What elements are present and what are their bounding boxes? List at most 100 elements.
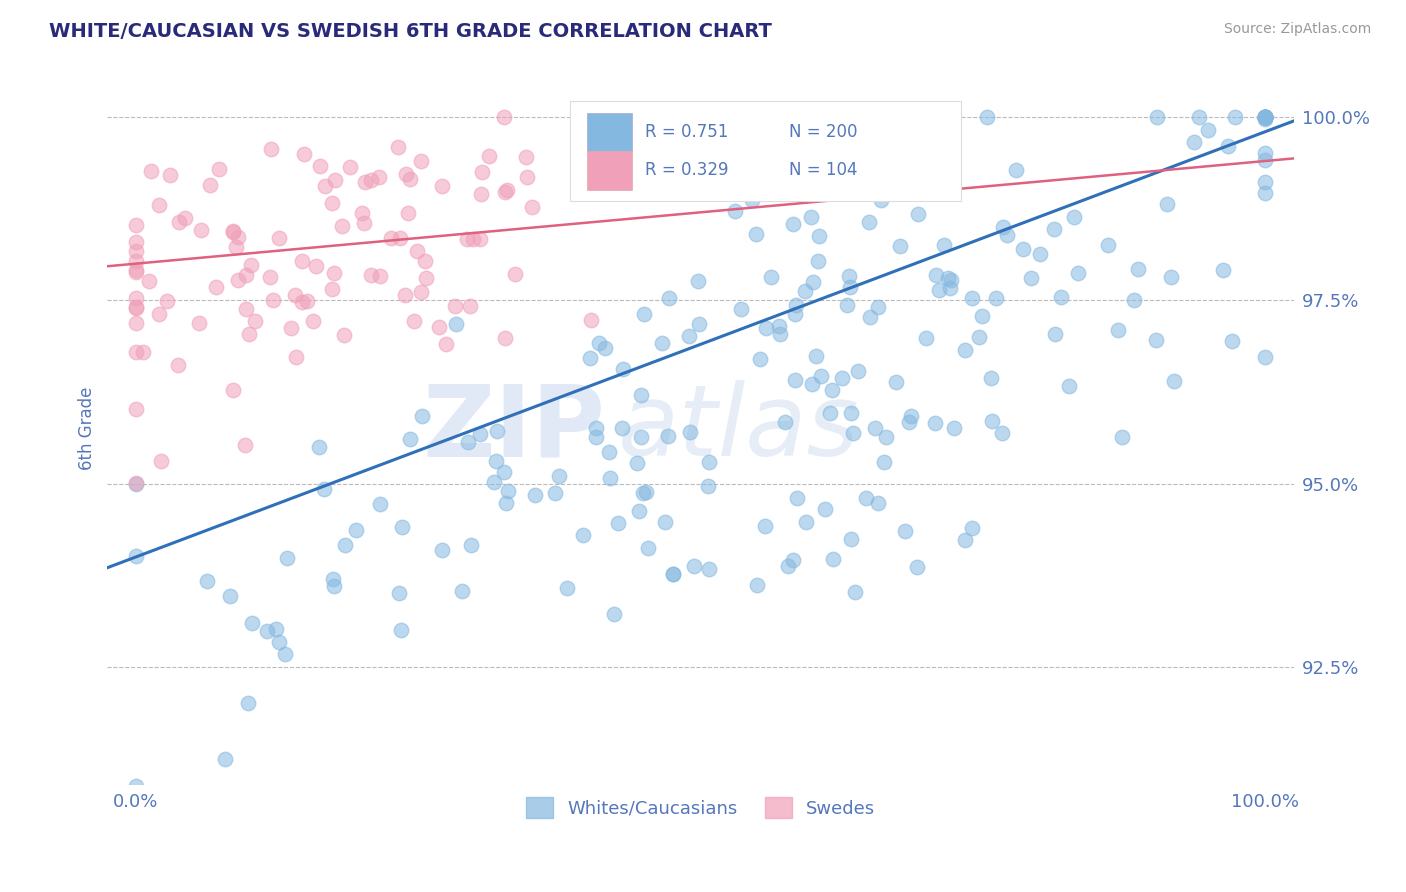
Point (496, 183, 519, 197)
Point (260, 142, 283, 156)
Point (1144, 333, 1167, 347)
Point (498, 484, 520, 499)
Point (262, 293, 284, 307)
Point (1111, 430, 1133, 444)
Point (1005, 162, 1028, 177)
Point (630, 430, 652, 444)
Point (782, 553, 804, 567)
Point (868, 300, 890, 314)
Point (1107, 323, 1129, 337)
Point (991, 220, 1014, 235)
Point (679, 425, 702, 440)
Point (814, 502, 837, 516)
Point (285, 350, 308, 364)
Point (276, 550, 298, 565)
Point (124, 291, 146, 305)
Point (478, 149, 501, 163)
Point (197, 574, 219, 588)
Point (411, 154, 433, 169)
Point (405, 244, 427, 259)
Point (505, 267, 527, 281)
Point (1216, 139, 1239, 153)
Point (683, 558, 706, 573)
Point (235, 302, 257, 317)
Point (794, 285, 817, 299)
Point (457, 434, 479, 449)
Point (697, 455, 720, 469)
Point (391, 519, 413, 533)
Point (831, 371, 853, 385)
Point (794, 515, 817, 529)
Point (389, 624, 412, 638)
Point (942, 421, 965, 435)
Point (1043, 326, 1066, 341)
Point (846, 364, 869, 378)
Point (124, 254, 146, 268)
Point (1097, 238, 1119, 252)
Point (314, 178, 336, 193)
Point (124, 779, 146, 793)
Point (603, 607, 626, 622)
Point (741, 193, 763, 207)
Point (124, 235, 146, 249)
Point (747, 577, 769, 591)
Point (482, 475, 505, 489)
Point (427, 320, 450, 334)
Point (686, 274, 709, 288)
Point (411, 409, 433, 424)
Point (872, 455, 894, 469)
Point (404, 314, 426, 328)
Point (1254, 110, 1277, 124)
Point (456, 232, 478, 246)
Point (471, 164, 494, 178)
Point (395, 167, 418, 181)
Point (995, 227, 1018, 242)
Point (1188, 110, 1211, 124)
Point (360, 173, 382, 187)
Point (124, 549, 146, 563)
Point (1254, 110, 1277, 124)
Text: R = 0.751: R = 0.751 (645, 123, 728, 141)
Point (434, 336, 457, 351)
Point (305, 259, 328, 273)
Point (636, 485, 658, 500)
Point (1220, 334, 1243, 348)
Point (969, 330, 991, 344)
Point (724, 203, 747, 218)
Point (468, 426, 491, 441)
Point (308, 440, 330, 454)
Text: WHITE/CAUCASIAN VS SWEDISH 6TH GRADE CORRELATION CHART: WHITE/CAUCASIAN VS SWEDISH 6TH GRADE COR… (49, 22, 772, 41)
Text: ZIP: ZIP (423, 380, 606, 477)
Point (339, 160, 361, 174)
Point (896, 110, 918, 124)
Point (124, 300, 146, 314)
Point (863, 421, 886, 435)
Point (1012, 242, 1035, 256)
Point (607, 516, 630, 530)
Point (628, 504, 651, 518)
Point (841, 425, 863, 440)
Point (415, 270, 437, 285)
Point (1126, 262, 1149, 277)
Point (198, 178, 221, 192)
Point (755, 320, 778, 334)
Point (730, 302, 752, 317)
Point (697, 479, 720, 493)
Point (322, 572, 344, 586)
Point (1225, 110, 1247, 124)
Point (823, 552, 845, 566)
Point (1043, 222, 1066, 236)
Point (633, 306, 655, 320)
Point (1057, 379, 1080, 393)
Point (1254, 175, 1277, 189)
Point (960, 291, 983, 305)
Point (838, 269, 860, 284)
Point (1182, 135, 1205, 149)
Point (221, 224, 243, 238)
Point (458, 299, 481, 313)
Point (124, 301, 146, 315)
Point (855, 491, 877, 506)
Point (1067, 266, 1090, 280)
Point (884, 375, 907, 389)
Point (612, 361, 634, 376)
